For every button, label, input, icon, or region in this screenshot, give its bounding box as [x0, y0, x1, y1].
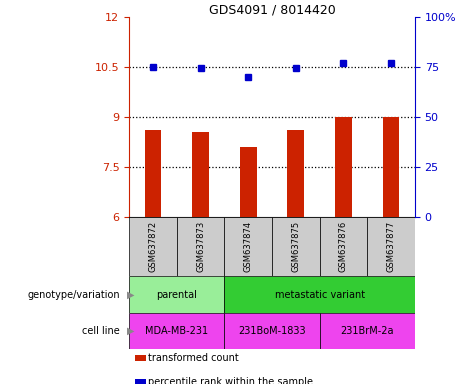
Bar — [240, 147, 256, 217]
Bar — [225, 217, 272, 276]
Text: cell line: cell line — [82, 326, 120, 336]
Text: GSM637872: GSM637872 — [148, 221, 157, 272]
Bar — [319, 217, 367, 276]
Text: GSM637873: GSM637873 — [196, 221, 205, 272]
Text: GSM637877: GSM637877 — [387, 221, 396, 272]
Bar — [383, 117, 399, 217]
Text: 231BoM-1833: 231BoM-1833 — [238, 326, 306, 336]
Bar — [145, 131, 161, 217]
Text: GSM637874: GSM637874 — [244, 221, 253, 272]
Text: percentile rank within the sample: percentile rank within the sample — [148, 377, 313, 384]
Bar — [135, 355, 146, 361]
Bar — [367, 217, 415, 276]
Bar — [225, 276, 415, 313]
Text: ▶: ▶ — [127, 326, 134, 336]
Bar — [129, 313, 225, 349]
Text: transformed count: transformed count — [148, 353, 238, 363]
Text: ▶: ▶ — [127, 290, 134, 300]
Title: GDS4091 / 8014420: GDS4091 / 8014420 — [209, 3, 335, 16]
Text: GSM637876: GSM637876 — [339, 221, 348, 272]
Bar — [288, 131, 304, 217]
Text: GSM637875: GSM637875 — [291, 221, 300, 272]
Text: genotype/variation: genotype/variation — [27, 290, 120, 300]
Text: MDA-MB-231: MDA-MB-231 — [145, 326, 208, 336]
Text: metastatic variant: metastatic variant — [275, 290, 365, 300]
Bar — [272, 217, 319, 276]
Bar — [135, 379, 146, 384]
Text: parental: parental — [156, 290, 197, 300]
Bar — [192, 132, 209, 217]
Bar — [335, 117, 352, 217]
Bar — [129, 217, 177, 276]
Bar — [319, 313, 415, 349]
Bar — [129, 276, 225, 313]
Text: 231BrM-2a: 231BrM-2a — [341, 326, 394, 336]
Bar — [177, 217, 225, 276]
Bar — [225, 313, 319, 349]
